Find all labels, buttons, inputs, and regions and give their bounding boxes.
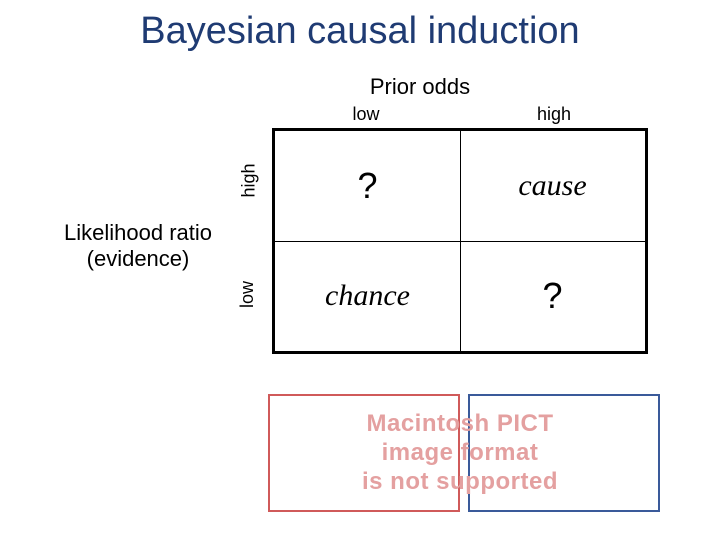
pict-placeholder-red-box [268,394,460,512]
row-label-high: high [239,163,260,197]
rows-group-label-line1: Likelihood ratio [64,220,212,245]
cell-high-low: ? [275,131,460,241]
rows-group-label: Likelihood ratio (evidence) [48,220,228,273]
column-label-low: low [272,104,460,125]
matrix-grid: ? cause chance ? [272,128,648,354]
cell-low-high: ? [460,241,645,351]
pict-placeholder-blue-box [468,394,660,512]
slide-title: Bayesian causal induction [0,10,720,53]
cell-high-high: cause [460,131,645,241]
row-label-low: low [237,281,258,308]
rows-group-label-line2: (evidence) [87,246,190,271]
column-label-high: high [460,104,648,125]
slide: Bayesian causal induction Prior odds low… [0,0,720,540]
columns-group-label: Prior odds [0,74,720,100]
cell-low-low: chance [275,241,460,351]
